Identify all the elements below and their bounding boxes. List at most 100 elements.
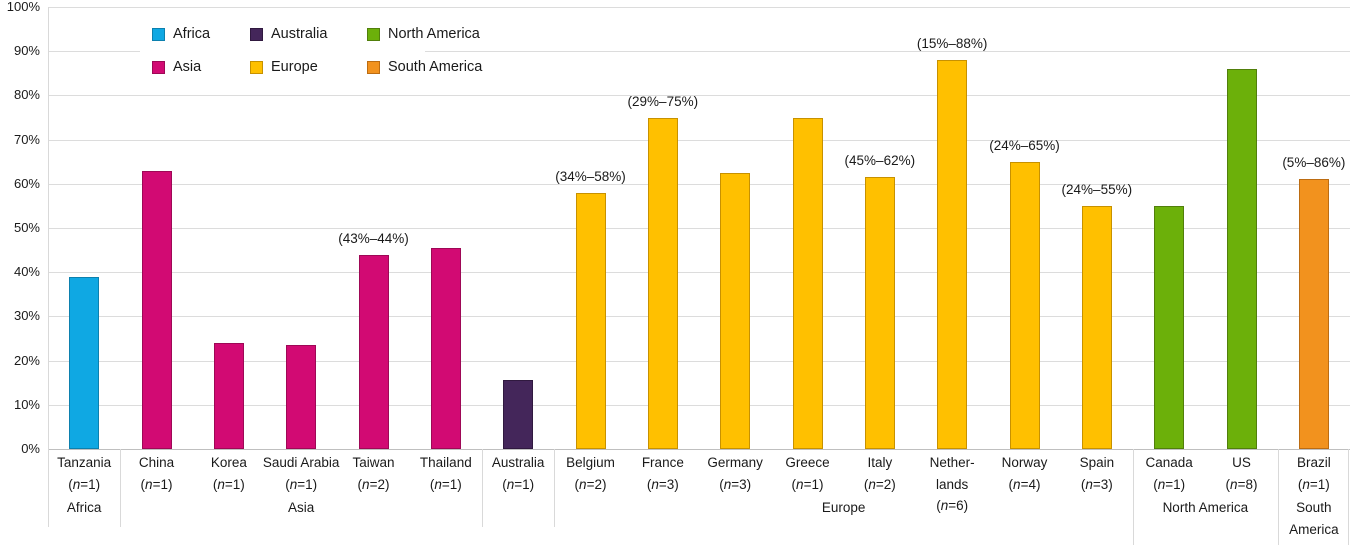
y-tick-label: 70% — [13, 131, 40, 147]
sample-size-label: (n=8) — [1225, 476, 1258, 492]
group-divider — [1277, 449, 1279, 545]
country-name: lands — [936, 476, 969, 492]
category-label-france: France (n=3) — [617, 452, 709, 495]
group-divider — [120, 449, 122, 527]
country-name: China — [138, 455, 175, 470]
sample-size-label: (n=3) — [719, 476, 752, 492]
y-tick-label: 10% — [13, 396, 40, 412]
sample-size-label: (n=1) — [140, 476, 173, 492]
group-label-north-america: North America — [1162, 500, 1249, 515]
gridline — [48, 183, 1350, 185]
sample-size-label: (n=1) — [791, 476, 824, 492]
sample-size-label: (n=2) — [863, 476, 896, 492]
legend-swatch-north-america — [367, 28, 380, 41]
range-label: (34%–58%) — [555, 168, 626, 184]
country-name: Korea — [210, 455, 247, 470]
range-label: (29%–75%) — [627, 93, 699, 109]
group-divider — [1348, 449, 1349, 545]
gridline — [48, 139, 1350, 141]
category-label-belgium: Belgium (n=2) — [545, 452, 637, 495]
gridline — [48, 272, 1350, 274]
legend-swatch-asia — [152, 61, 165, 74]
y-axis-line — [48, 7, 49, 449]
sample-size-label: (n=1) — [1297, 476, 1330, 492]
group-divider — [1133, 449, 1134, 545]
bar-greece — [792, 117, 823, 449]
gridline — [48, 228, 1350, 229]
group-label-south-america: South America — [1289, 500, 1339, 537]
bar-germany — [720, 172, 751, 449]
y-tick-label: 30% — [13, 308, 40, 324]
country-name: Saudi Arabia — [262, 455, 340, 470]
category-label-norway: Norway (n=4) — [979, 452, 1071, 495]
country-name: Greece — [785, 455, 830, 470]
category-label-korea: Korea (n=1) — [183, 452, 275, 495]
legend-label: Europe — [271, 59, 318, 75]
legend-label: North America — [388, 26, 480, 42]
country-name: Brazil — [1296, 455, 1331, 470]
group-label-africa: Africa — [66, 500, 102, 515]
gridline — [48, 360, 1350, 362]
group-label-europe: Europe — [821, 500, 866, 515]
gridline — [48, 316, 1350, 318]
group-divider — [554, 449, 556, 527]
gridline — [48, 404, 1350, 406]
bar-canada — [1154, 205, 1185, 449]
bar-netherlands — [937, 60, 968, 449]
bar-china — [141, 170, 172, 449]
category-label-spain: Spain (n=3) — [1051, 452, 1143, 495]
bar-france — [647, 117, 678, 449]
bar-us — [1226, 68, 1257, 449]
y-tick-label: 80% — [13, 87, 40, 103]
category-label-greece: Greece (n=1) — [762, 452, 854, 495]
country-name: Canada — [1145, 455, 1193, 470]
country-name: France — [641, 455, 684, 470]
legend-label: Africa — [173, 26, 211, 42]
country-name: Thailand — [419, 455, 472, 470]
country-name: Taiwan — [352, 455, 395, 470]
country-name: Tanzania — [57, 455, 112, 470]
category-label-canada: Canada (n=1) — [1123, 452, 1215, 495]
category-label-netherlands: Nether-lands (n=6) — [906, 452, 998, 517]
legend-swatch-africa — [152, 28, 165, 41]
group-divider — [482, 449, 483, 527]
y-tick-label: 50% — [13, 220, 40, 235]
y-tick-label: 60% — [13, 175, 40, 191]
y-tick-label: 40% — [13, 264, 40, 280]
sample-size-label: (n=1) — [1153, 476, 1186, 492]
country-name: Spain — [1079, 455, 1115, 470]
sample-size-label: (n=1) — [212, 476, 245, 492]
gridline — [48, 51, 1350, 53]
category-label-taiwan: Taiwan (n=2) — [328, 452, 420, 495]
bar-taiwan — [358, 254, 389, 449]
bar-tanzania — [69, 276, 100, 449]
legend-label: Australia — [271, 26, 328, 42]
sample-size-label: (n=1) — [502, 476, 535, 492]
country-name: Italy — [867, 455, 893, 470]
sample-size-label: (n=1) — [68, 476, 101, 492]
legend-swatch-south-america — [367, 61, 380, 74]
range-label: (24%–65%) — [989, 137, 1060, 153]
sample-size-label: (n=3) — [646, 476, 679, 492]
category-label-us: US (n=8) — [1196, 452, 1288, 495]
country-name: Germany — [707, 455, 763, 470]
bar-belgium — [575, 192, 606, 449]
category-label-saudi-arabia: Saudi Arabia (n=1) — [255, 452, 347, 495]
sample-size-label: (n=3) — [1080, 476, 1113, 492]
sample-size-label: (n=1) — [285, 476, 318, 492]
legend-swatch-australia — [250, 28, 263, 41]
category-label-china: China (n=1) — [111, 452, 203, 495]
sample-size-label: (n=2) — [574, 476, 607, 492]
bar-korea — [213, 342, 244, 449]
sample-size-label: (n=4) — [1008, 476, 1041, 492]
bar-brazil — [1298, 179, 1329, 449]
bar-spain — [1081, 205, 1112, 449]
country-name: Norway — [1001, 455, 1048, 470]
range-label: (45%–62%) — [844, 153, 916, 169]
category-label-italy: Italy (n=2) — [834, 452, 926, 495]
gridline — [48, 95, 1350, 97]
gridline — [48, 7, 1350, 8]
x-axis-line — [48, 449, 1350, 450]
category-label-thailand: Thailand (n=1) — [400, 452, 492, 495]
